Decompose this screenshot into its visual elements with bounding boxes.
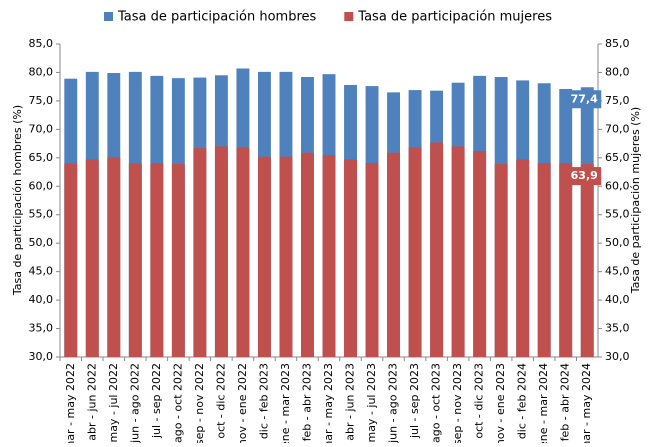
bar	[171, 164, 185, 357]
y-axis-label: Tasa de participación hombres (%)	[11, 105, 24, 296]
x-tick-label: dic - feb 2023	[257, 363, 270, 439]
x-tick-label: mar - may 2024	[580, 363, 593, 443]
bar	[279, 156, 293, 357]
y-tick-label: 65,0	[29, 151, 54, 164]
x-tick-label: nov - ene 2022	[236, 363, 249, 443]
y-tick-label: 30,0	[29, 350, 54, 363]
y-tick-label: 45,0	[29, 265, 54, 278]
y-tick-label: 70,0	[29, 122, 54, 135]
x-tick-label: jul - sep 2022	[150, 363, 163, 439]
y2-tick-label: 35,0	[605, 322, 630, 335]
y-tick-label: 80,0	[29, 65, 54, 78]
bar	[64, 163, 78, 357]
y2-tick-label: 80,0	[605, 65, 630, 78]
bar	[516, 159, 530, 357]
y2-tick-label: 40,0	[605, 293, 630, 306]
x-tick-label: mar - may 2022	[64, 363, 77, 443]
bar	[451, 146, 465, 357]
legend-label: Tasa de participación mujeres	[357, 10, 552, 25]
y-tick-label: 55,0	[29, 208, 54, 221]
value-label: 63,9	[571, 169, 598, 182]
legend-marker	[104, 12, 113, 21]
x-tick-label: jul - sep 2023	[408, 363, 421, 439]
bar	[193, 148, 207, 357]
bar	[128, 163, 142, 357]
y2-tick-label: 30,0	[605, 350, 630, 363]
x-tick-label: abr - jun 2022	[85, 363, 98, 441]
x-tick-label: sep - nov 2023	[451, 363, 464, 443]
x-tick-label: ene - mar 2024	[537, 363, 550, 443]
x-tick-label: abr - jun 2023	[344, 363, 357, 441]
legend-marker	[344, 12, 354, 21]
x-tick-label: ago - oct 2022	[171, 363, 184, 443]
value-label: 77,4	[571, 92, 598, 105]
x-tick-label: feb - abr 2023	[300, 363, 313, 441]
y2-tick-label: 50,0	[605, 236, 630, 249]
x-tick-label: ago - oct 2023	[430, 363, 443, 443]
bar	[150, 163, 164, 357]
x-tick-label: sep - nov 2022	[193, 363, 206, 443]
y-tick-label: 85,0	[29, 37, 54, 50]
x-tick-label: may - jul 2023	[365, 363, 378, 443]
bar	[473, 150, 487, 357]
y2-tick-label: 65,0	[605, 151, 630, 164]
bar	[107, 157, 121, 357]
bar	[85, 159, 99, 357]
y2-tick-label: 45,0	[605, 265, 630, 278]
x-tick-label: mar - may 2023	[322, 363, 335, 443]
bar	[408, 147, 422, 357]
bar	[214, 146, 228, 357]
bar	[559, 163, 573, 357]
x-tick-label: oct - dic 2023	[473, 363, 486, 439]
y-tick-label: 50,0	[29, 236, 54, 249]
x-tick-label: may - jul 2022	[107, 363, 120, 443]
bar	[580, 164, 594, 357]
y2-tick-label: 60,0	[605, 179, 630, 192]
bar	[494, 164, 508, 357]
y2-tick-label: 85,0	[605, 37, 630, 50]
y-tick-label: 35,0	[29, 322, 54, 335]
x-tick-label: ene - mar 2023	[279, 363, 292, 443]
bar	[322, 154, 336, 357]
legend-label: Tasa de participación hombres	[117, 10, 317, 25]
value-label-box	[567, 167, 602, 186]
y-tick-label: 75,0	[29, 94, 54, 107]
bar	[257, 156, 271, 357]
x-tick-label: feb - abr 2024	[559, 363, 572, 441]
bar	[387, 152, 401, 357]
y2-tick-label: 75,0	[605, 94, 630, 107]
y-tick-label: 60,0	[29, 179, 54, 192]
y2-tick-label: 70,0	[605, 122, 630, 135]
x-tick-label: oct - dic 2022	[214, 363, 227, 439]
y2-tick-label: 55,0	[605, 208, 630, 221]
bar	[236, 147, 250, 357]
x-tick-label: jun - ago 2022	[128, 363, 141, 443]
bar	[344, 159, 357, 357]
bar	[301, 152, 314, 357]
bar	[537, 162, 551, 357]
x-tick-label: jun - ago 2023	[387, 363, 400, 443]
bar	[365, 162, 379, 357]
x-tick-label: nov - ene 2023	[494, 363, 507, 443]
bar	[430, 142, 444, 357]
value-label-box	[567, 90, 602, 109]
y2-axis-label: Tasa de participación mujeres (%)	[629, 107, 642, 294]
x-tick-label: dic - feb 2024	[516, 363, 529, 439]
y-tick-label: 40,0	[29, 293, 54, 306]
